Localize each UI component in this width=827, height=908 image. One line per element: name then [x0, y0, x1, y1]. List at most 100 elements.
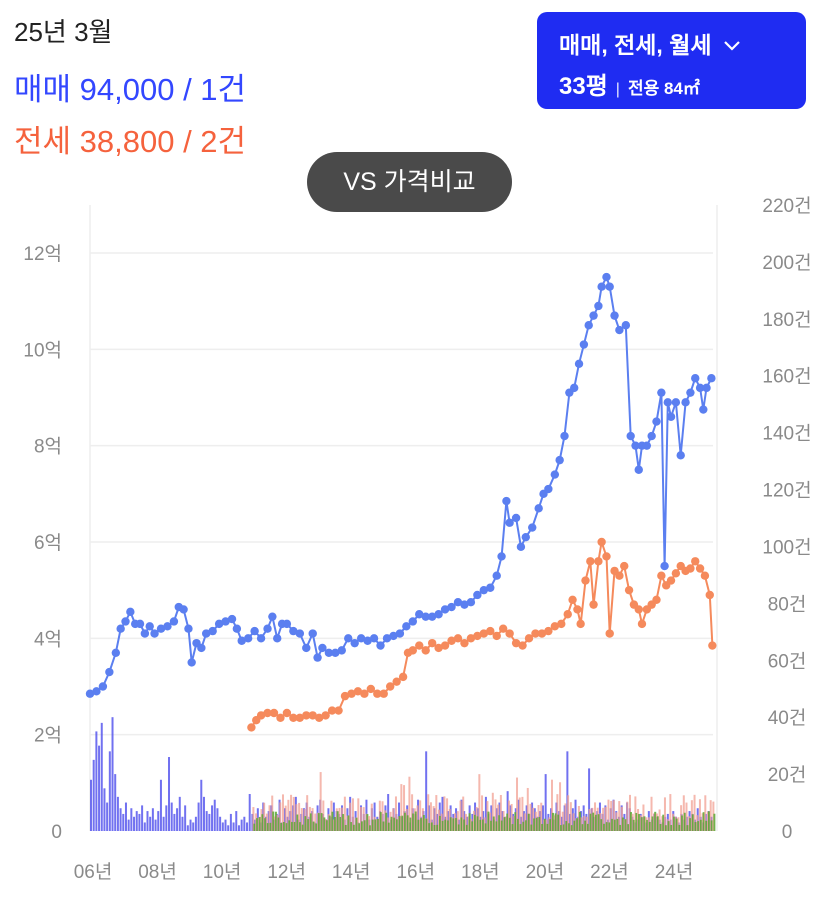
x-tick-label: 16년 [396, 861, 435, 883]
wolse-volume-bar [404, 812, 407, 831]
wolse-volume-bar [697, 821, 700, 831]
sale-point [363, 636, 372, 645]
wolse-volume-bar [374, 819, 377, 831]
jeonse-point [366, 684, 376, 694]
sale-volume-bar [373, 802, 376, 831]
jeonse-point [466, 634, 476, 643]
sale-point [308, 629, 317, 638]
wolse-volume-bar [285, 823, 288, 831]
sale-point [657, 388, 666, 397]
jeonse-series [247, 537, 717, 732]
wolse-volume-bar [613, 819, 616, 831]
jeonse-volume-bar [499, 794, 502, 831]
jeonse-volume-bar [669, 794, 672, 831]
jeonse-point [295, 713, 305, 723]
jeonse-volume-bar [491, 792, 494, 831]
wolse-volume-bar [428, 823, 431, 831]
wolse-volume-bar [643, 816, 646, 831]
jeonse-volume-bar [359, 806, 362, 831]
wolse-volume-bar [253, 823, 256, 831]
wolse-volume-bar [352, 824, 355, 831]
wolse-volume-bar [522, 821, 525, 831]
sale-point [511, 513, 521, 523]
wolse-volume-bar [573, 820, 576, 831]
sale-volume-bar [211, 805, 214, 831]
jeonse-volume-bar [650, 796, 653, 831]
jeonse-point [557, 619, 566, 629]
sale-point [421, 612, 430, 621]
sale-volume-bar [116, 796, 119, 831]
wolse-volume-bar [363, 820, 366, 831]
wolse-volume-bar [525, 820, 528, 831]
jeonse-point [334, 706, 343, 715]
vs-compare-button[interactable]: VS 가격비교 [307, 152, 512, 212]
jeonse-volume-bar [550, 779, 553, 831]
jeonse-volume-bar [569, 802, 572, 831]
jeonse-point [302, 711, 311, 720]
jeonse-point [576, 619, 585, 629]
jeonse-volume-bar [446, 798, 449, 831]
sale-volume-bar [425, 751, 428, 831]
jeonse-volume-bar [408, 776, 411, 831]
sale-volume-bar [525, 805, 528, 831]
sale-volume-bar [103, 788, 106, 831]
sale-volume-bar [127, 819, 130, 831]
wolse-volume-bar [277, 817, 280, 831]
jeonse-volume-bar [704, 795, 707, 831]
wolse-volume-bar [272, 811, 275, 831]
wolse-volume-bar [527, 813, 530, 831]
period-label: 25년 3월 [14, 17, 113, 47]
x-tick-label: 10년 [203, 861, 242, 883]
sale-point [466, 598, 476, 607]
sale-volume-bar [162, 816, 165, 831]
wolse-volume-bar [479, 819, 482, 831]
separator: | [615, 81, 620, 98]
sale-point [605, 282, 614, 291]
wolse-volume-bar [608, 822, 611, 831]
jeonse-volume-bar [529, 803, 532, 831]
wolse-volume-bar [570, 825, 573, 831]
sale-volume-bar [208, 813, 211, 831]
wolse-volume-bar [323, 817, 326, 831]
wolse-volume-bar [683, 812, 686, 831]
sale-volume-bar [95, 731, 98, 831]
wolse-volume-bar [436, 824, 439, 831]
wolse-volume-bar [635, 812, 638, 831]
wolse-volume-bar [549, 819, 552, 831]
wolse-volume-bar [439, 815, 442, 831]
sale-volume-bar [197, 802, 200, 831]
wolse-volume-bar [468, 813, 471, 831]
wolse-volume-bar [342, 814, 345, 831]
x-tick-label: 18년 [461, 861, 500, 883]
jeonse-volume-bar [602, 807, 605, 831]
jeonse-volume-bar [255, 813, 258, 831]
jeonse-point [589, 600, 598, 609]
sale-volume-bar [130, 808, 133, 831]
wolse-volume-bar [304, 816, 307, 831]
trade-type-filter[interactable]: 매매, 전세, 월세 33평 | 전용 84㎡ [537, 12, 806, 109]
jeonse-volume-bar [419, 800, 422, 831]
jeonse-point [392, 677, 401, 686]
wolse-volume-bar [430, 822, 433, 831]
sale-volume-bar [227, 825, 230, 831]
wolse-volume-bar [508, 817, 511, 831]
sale-volume-bar [111, 717, 114, 831]
sale-volume-bar [200, 779, 203, 831]
jeonse-volume-bar [343, 796, 346, 831]
sale-volume-bar [157, 811, 160, 831]
wolse-volume-bar [495, 821, 498, 831]
jeonse-point [498, 624, 508, 633]
wolse-volume-bar [699, 819, 702, 831]
y-right-tick-label: 80건 [768, 593, 807, 615]
wolse-volume-bar [406, 815, 409, 831]
wolse-volume-bar [621, 817, 624, 831]
sale-point [695, 383, 705, 393]
y-right-tick-label: 40건 [768, 707, 807, 729]
sale-volume-bar [141, 805, 144, 831]
sale-volume-bar [541, 805, 544, 831]
sale-volume-bar [229, 813, 232, 831]
sale-volume-bar [243, 816, 246, 831]
sale-point [289, 626, 298, 636]
wolse-volume-bar [412, 813, 415, 831]
sale-point [402, 622, 411, 631]
